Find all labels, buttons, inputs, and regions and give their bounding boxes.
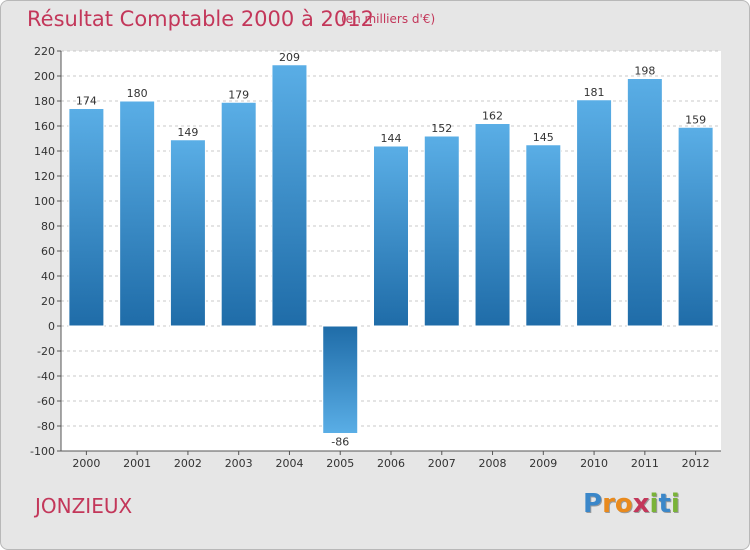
proxiti-logo: Proxiti [583, 489, 680, 519]
bar-2008 [474, 123, 511, 327]
x-tick-label-2000: 2000 [72, 457, 100, 470]
bar-2006 [373, 145, 409, 327]
x-tick-label-2005: 2005 [326, 457, 354, 470]
logo-letter: i [649, 489, 659, 519]
y-tick-label: 220 [34, 45, 55, 58]
data-label-2007: 152 [431, 122, 452, 135]
data-label-2002: 149 [177, 126, 198, 139]
x-tick-label-2011: 2011 [631, 457, 659, 470]
y-tick-label: 180 [34, 95, 55, 108]
x-tick-label-2004: 2004 [275, 457, 303, 470]
bar-2012 [677, 126, 714, 327]
x-tick-label-2006: 2006 [377, 457, 405, 470]
logo-letter: i [670, 489, 680, 519]
data-label-2012: 159 [685, 113, 706, 126]
x-tick-label-2009: 2009 [529, 457, 557, 470]
x-tick-label-2012: 2012 [682, 457, 710, 470]
y-tick-label: -80 [37, 420, 55, 433]
y-tick-label: -100 [30, 445, 55, 458]
chart-title: Résultat Comptable 2000 à 2012 [27, 7, 374, 31]
data-label-2006: 144 [381, 132, 402, 145]
data-label-2003: 179 [228, 88, 249, 101]
bar-2011 [626, 78, 663, 327]
data-label-2005: -86 [331, 436, 349, 449]
x-tick-label-2010: 2010 [580, 457, 608, 470]
data-label-2009: 145 [533, 131, 554, 144]
y-tick-label: 140 [34, 145, 55, 158]
bar-2009 [525, 144, 562, 327]
logo-letter: P [583, 489, 603, 519]
y-tick-label: 160 [34, 120, 55, 133]
bars [68, 64, 714, 434]
axes: -100 -80 -60 -40 -20 0 20 40 60 80 100 120 140 160 180… [30, 45, 721, 470]
bar-2000 [68, 108, 105, 327]
bar-2007 [423, 135, 460, 327]
x-tick-label-2003: 2003 [225, 457, 253, 470]
chart-subtitle: (en milliers d'€) [341, 12, 436, 26]
data-label-2001: 180 [127, 87, 148, 100]
bar-2001 [119, 100, 156, 327]
commune-name: JONZIEUX [35, 494, 133, 518]
data-label-2010: 181 [584, 86, 605, 99]
y-tick-label: 60 [41, 245, 55, 258]
logo-letter: x [632, 489, 650, 519]
x-tick-label-2002: 2002 [174, 457, 202, 470]
x-tick-label-2001: 2001 [123, 457, 151, 470]
data-label-2011: 198 [634, 65, 655, 78]
y-tick-label: -40 [37, 370, 55, 383]
bar-2003 [220, 101, 257, 327]
x-tick-label-2008: 2008 [479, 457, 507, 470]
logo-letter: o [614, 489, 633, 519]
bar-2002 [169, 139, 206, 327]
data-label-2000: 174 [76, 95, 97, 108]
y-tick-label: 0 [48, 320, 55, 333]
data-labels: 174 180 149 179 209 -86 144 152 162 145 181 198 159 [76, 51, 706, 449]
logo-letter: r [602, 489, 615, 519]
bar-2005 [322, 325, 359, 434]
bar-2010 [576, 99, 613, 327]
y-tick-label: -20 [37, 345, 55, 358]
data-label-2004: 209 [279, 51, 300, 64]
y-tick-label: 200 [34, 70, 55, 83]
logo-letter: t [658, 489, 671, 519]
y-tick-label: -60 [37, 395, 55, 408]
y-tick-label: 40 [41, 270, 55, 283]
y-tick-label: 20 [41, 295, 55, 308]
bar-2004 [271, 64, 308, 327]
data-label-2008: 162 [482, 110, 503, 123]
y-tick-label: 100 [34, 195, 55, 208]
y-tick-label: 80 [41, 220, 55, 233]
x-tick-label-2007: 2007 [428, 457, 456, 470]
y-tick-label: 120 [34, 170, 55, 183]
